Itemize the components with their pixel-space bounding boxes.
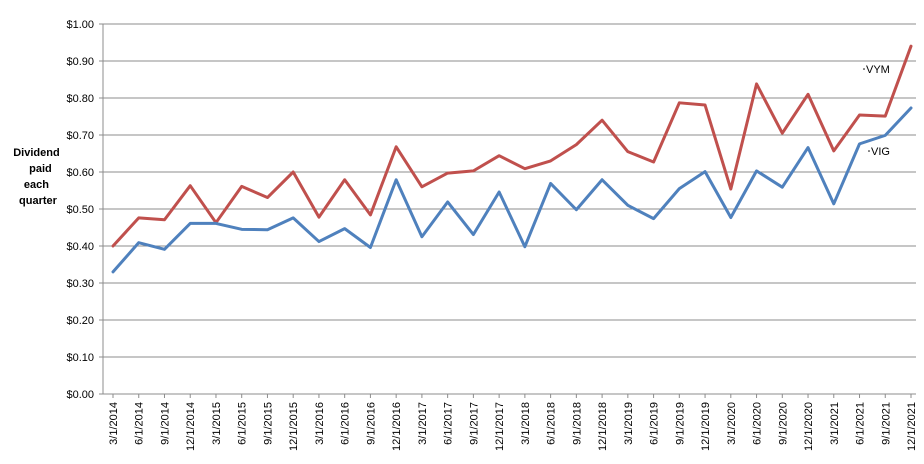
x-tick-label: 6/1/2020 [752, 402, 764, 445]
series-line-vym [111, 44, 913, 248]
series-label-dot [868, 150, 870, 152]
x-tick-label: 3/1/2019 [623, 402, 635, 445]
y-tick-label: $0.40 [66, 241, 94, 253]
y-tick-label: $0.20 [66, 315, 94, 327]
y-tick-label: $0.60 [66, 167, 94, 179]
x-tick-label: 9/1/2016 [365, 402, 377, 445]
x-tick-label: 3/1/2015 [211, 402, 223, 445]
x-tick-label: 6/1/2018 [546, 402, 558, 445]
x-tick-label: 3/1/2021 [829, 402, 841, 445]
x-tick-label: 9/1/2021 [880, 402, 892, 445]
x-tick-label: 9/1/2017 [468, 402, 480, 445]
y-tick-label: $0.10 [66, 352, 94, 364]
y-tick-label: $0.30 [66, 278, 94, 290]
x-tick-label: 12/1/2017 [494, 402, 506, 451]
x-tick-label: 9/1/2020 [777, 402, 789, 445]
y-tick-label: $0.80 [66, 93, 94, 105]
x-tick-label: 12/1/2016 [391, 402, 403, 451]
series-label-vym: VYM [866, 64, 890, 76]
x-tick-label: 6/1/2015 [237, 402, 249, 445]
x-tick-label: 3/1/2017 [417, 402, 429, 445]
y-axis-title-line-1: Dividend [13, 147, 59, 159]
x-tick-label: 9/1/2019 [674, 402, 686, 445]
x-tick-label: 9/1/2015 [262, 402, 274, 445]
series-label-dot [863, 68, 865, 70]
series-line-vig [111, 106, 913, 274]
x-tick-label: 9/1/2018 [571, 402, 583, 445]
x-tick-label: 3/1/2020 [726, 402, 738, 445]
y-axis-title-line-3: each [24, 179, 49, 191]
x-tick-label: 12/1/2021 [906, 402, 918, 451]
grid-lines [103, 23, 916, 358]
x-tick-label: 3/1/2014 [108, 402, 120, 445]
x-tick-label: 6/1/2016 [340, 402, 352, 445]
x-tick-label: 12/1/2018 [597, 402, 609, 451]
y-tick-label: $0.00 [66, 389, 94, 401]
x-tick-label: 6/1/2019 [649, 402, 661, 445]
x-tick-label: 12/1/2020 [803, 402, 815, 451]
x-tick-label: 3/1/2018 [520, 402, 532, 445]
y-tick-label: $0.70 [66, 130, 94, 142]
x-tick-label: 6/1/2017 [443, 402, 455, 445]
x-tick-label: 12/1/2015 [288, 402, 300, 451]
series-label-vig: VIG [871, 146, 890, 158]
x-tick-label: 6/1/2014 [134, 402, 146, 445]
x-tick-label: 12/1/2014 [185, 402, 197, 451]
x-tick-label: 3/1/2016 [314, 402, 326, 445]
x-tick-label: 12/1/2019 [700, 402, 712, 451]
y-tick-label: $1.00 [66, 19, 94, 31]
series-lines [111, 44, 913, 274]
y-axis-title: Dividend paid each quarter [13, 147, 63, 207]
x-tick-labels: 3/1/2014 6/1/2014 9/1/2014 12/1/2014 3/1/201… [108, 402, 918, 451]
y-tick-label: $0.90 [66, 56, 94, 68]
y-axis-title-line-2: paid [29, 163, 52, 175]
y-axis-title-line-4: quarter [19, 195, 58, 207]
axes [99, 23, 916, 398]
x-tick-label: 6/1/2021 [855, 402, 867, 445]
y-tick-labels: $0.00 $0.10 $0.20 $0.30 $0.40 $0.50 $0.60 $0.70… [66, 19, 94, 401]
x-tick-label: 9/1/2014 [159, 402, 171, 445]
series-labels: VYM VIG [863, 64, 890, 158]
y-tick-label: $0.50 [66, 204, 94, 216]
